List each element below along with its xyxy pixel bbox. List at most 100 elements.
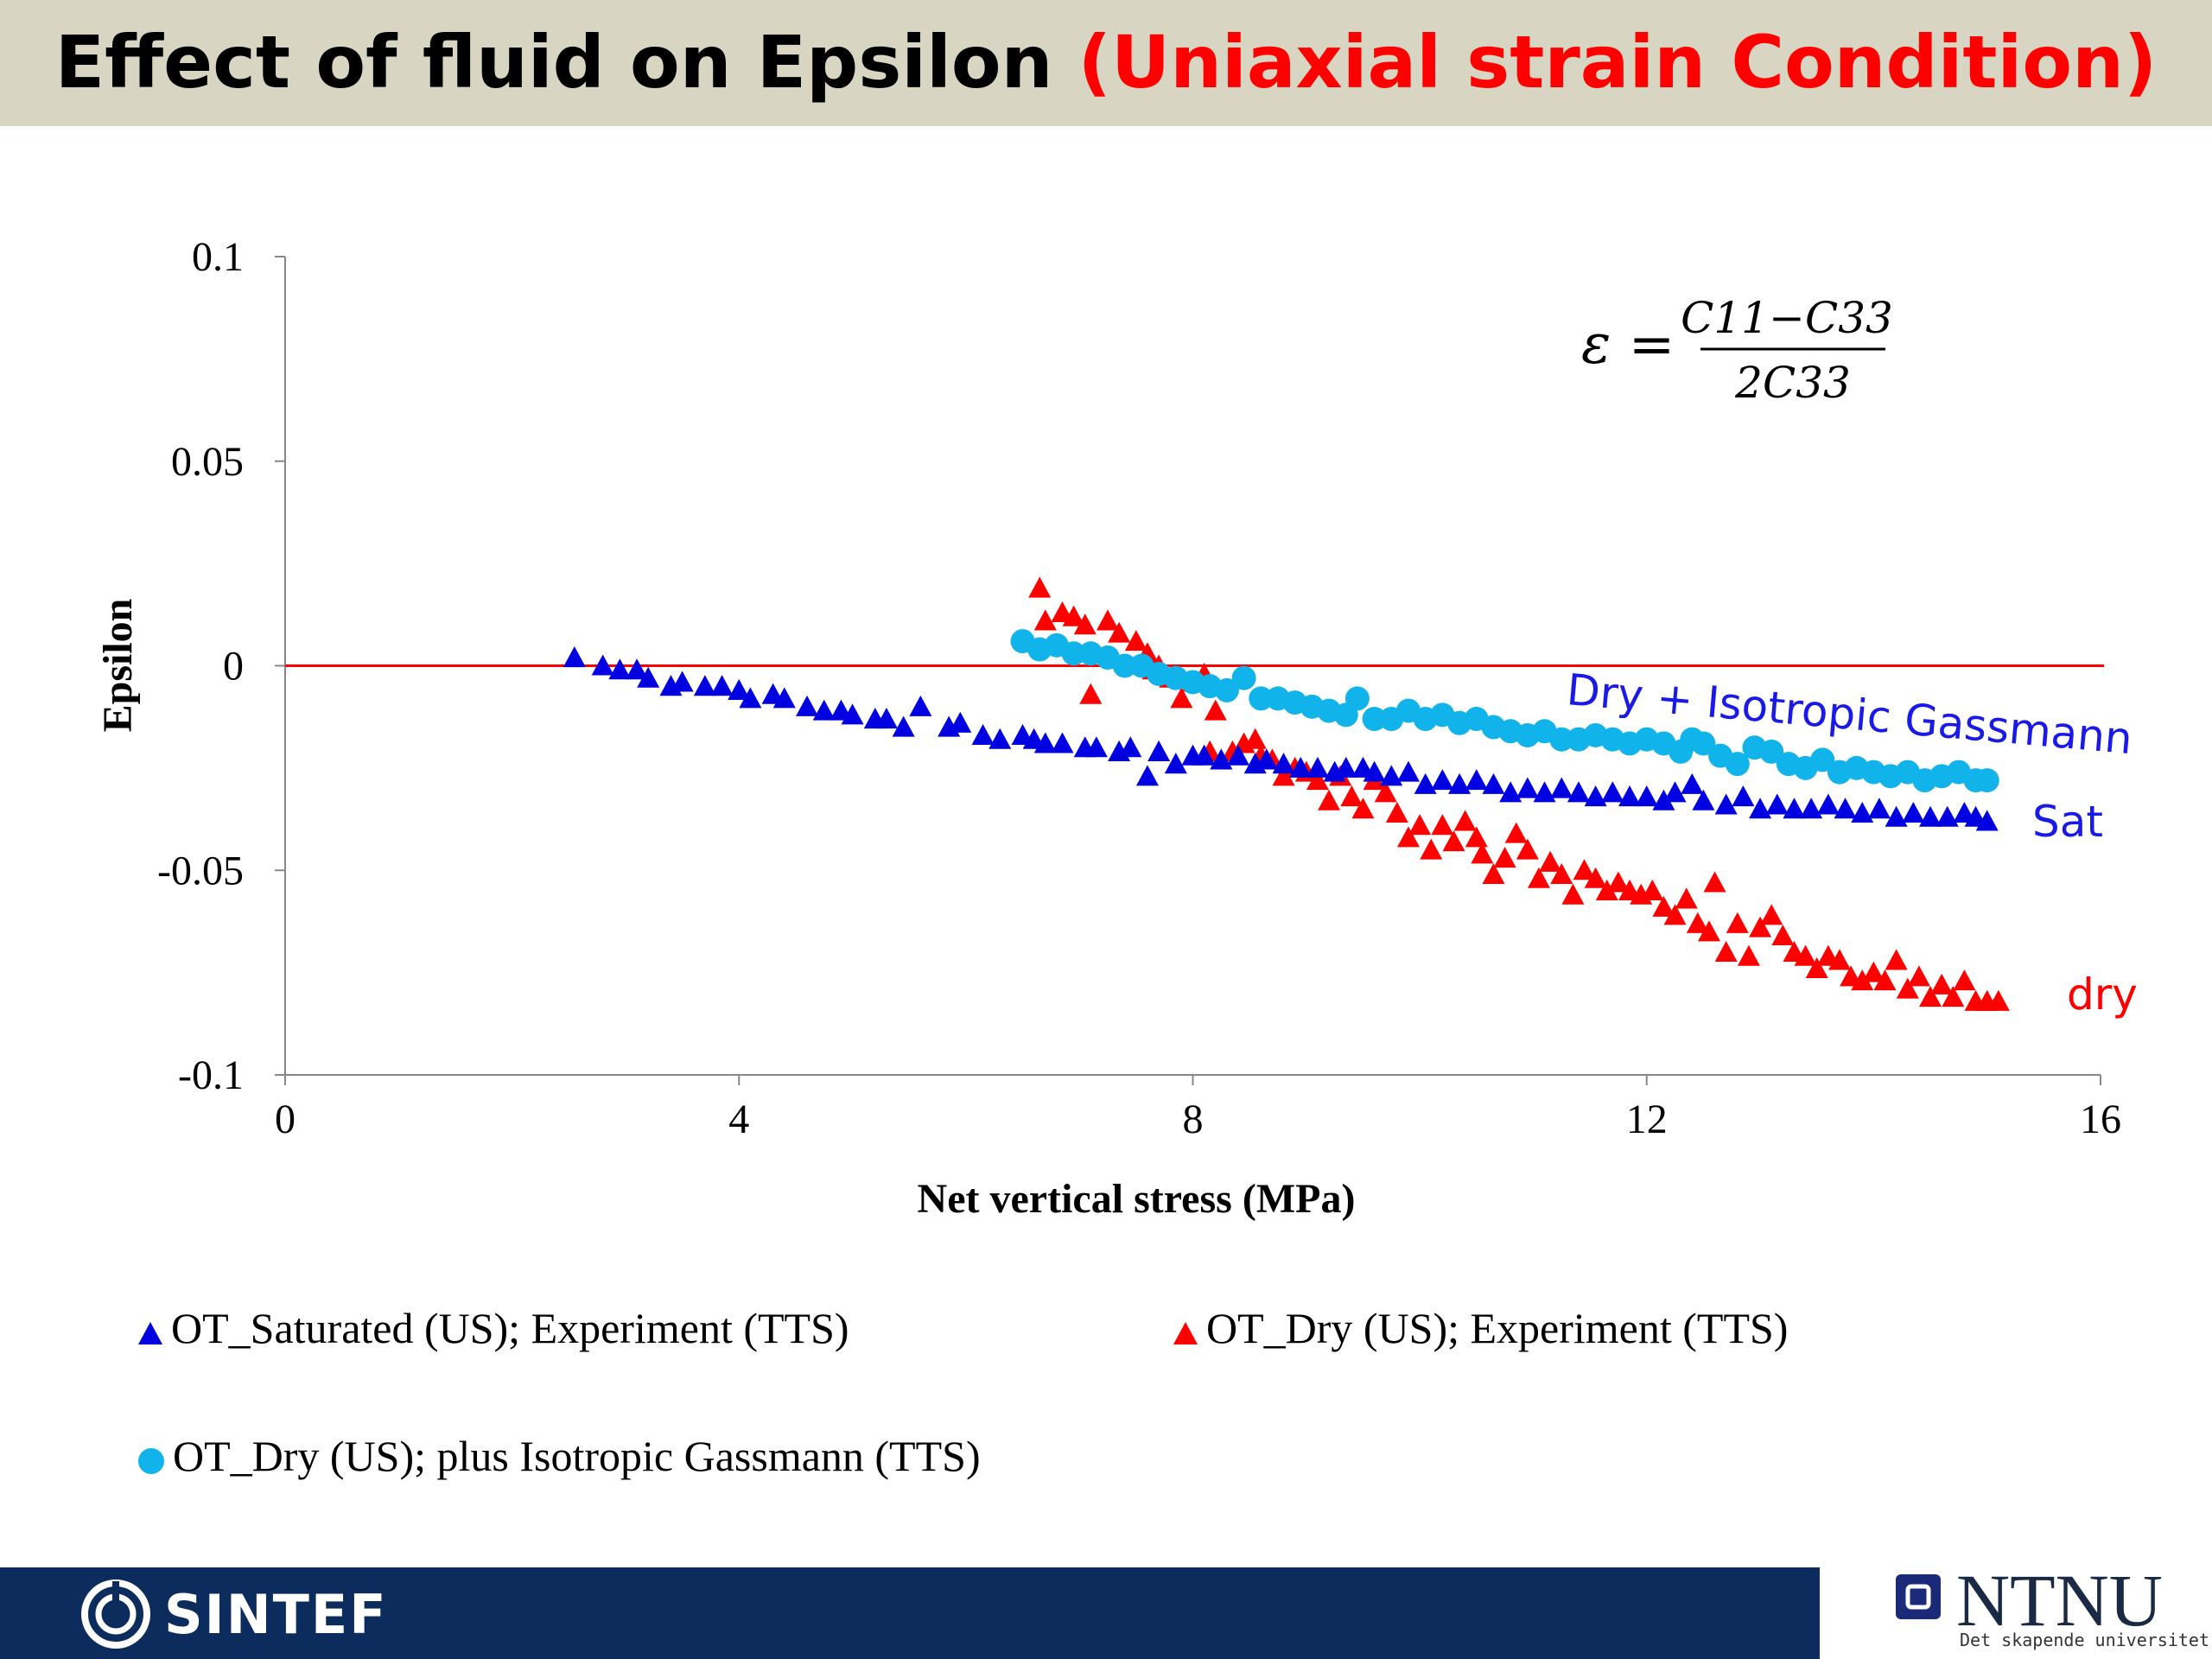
data-point-dry bbox=[1851, 969, 1874, 991]
data-point-dry bbox=[1528, 867, 1551, 888]
data-point-dry bbox=[1896, 977, 1919, 999]
data-point-gassmann bbox=[1725, 752, 1750, 777]
data-point-gassmann bbox=[1061, 641, 1086, 666]
y-axis-ticks: 0.1 0.05 0 -0.05 -0.1 bbox=[157, 234, 285, 1098]
ntnu-tagline: Det skapende universitet bbox=[1960, 1630, 2209, 1650]
data-point-saturated bbox=[1681, 772, 1704, 794]
series-2 bbox=[1010, 629, 1999, 793]
data-point-dry bbox=[1204, 699, 1227, 721]
data-point-saturated bbox=[1227, 744, 1250, 766]
data-point-dry bbox=[1431, 814, 1454, 836]
data-point-saturated bbox=[1732, 785, 1755, 807]
data-point-saturated bbox=[1749, 798, 1772, 819]
data-point-dry bbox=[1873, 969, 1897, 991]
formula-lhs: ε = bbox=[1581, 313, 1675, 377]
data-point-dry bbox=[1885, 949, 1908, 970]
data-point-saturated bbox=[637, 666, 660, 688]
data-point-saturated bbox=[1635, 785, 1658, 807]
data-point-dry bbox=[1243, 728, 1267, 749]
data-point-saturated bbox=[1147, 740, 1171, 761]
data-point-dry bbox=[1652, 895, 1675, 917]
data-point-dry bbox=[1079, 683, 1103, 704]
data-point-dry bbox=[1862, 961, 1885, 982]
data-point-dry bbox=[1306, 769, 1329, 791]
data-point-saturated bbox=[1834, 798, 1857, 819]
data-point-dry bbox=[1033, 609, 1057, 631]
data-point-saturated bbox=[1164, 753, 1187, 774]
data-point-dry bbox=[1504, 822, 1528, 843]
data-point-dry bbox=[1170, 687, 1193, 709]
sintef-logo-text: SINTEF bbox=[164, 1583, 388, 1646]
data-point-dry bbox=[1805, 957, 1828, 978]
data-point-saturated bbox=[1567, 781, 1590, 803]
data-point-saturated bbox=[1601, 781, 1624, 803]
data-point-saturated bbox=[671, 671, 694, 692]
legend-label-gassmann: OT_Dry (US); plus Isotropic Gassmann (TT… bbox=[173, 1432, 981, 1480]
data-point-dry bbox=[1919, 986, 1942, 1007]
data-point-saturated bbox=[626, 658, 649, 680]
data-point-saturated bbox=[909, 695, 932, 716]
data-point-dry bbox=[1827, 949, 1851, 970]
data-point-saturated bbox=[1119, 736, 1142, 758]
data-point-saturated bbox=[841, 703, 864, 725]
data-point-dry bbox=[1442, 830, 1465, 852]
x-tick-label: 16 bbox=[2080, 1096, 2121, 1142]
data-point-saturated bbox=[1975, 810, 1999, 831]
data-point-gassmann bbox=[1759, 739, 1784, 764]
data-point-gassmann bbox=[1549, 727, 1574, 752]
data-point-saturated bbox=[1363, 760, 1386, 782]
formula-denominator: 2C33 bbox=[1734, 358, 1851, 408]
data-point-dry bbox=[1760, 904, 1783, 925]
data-point-saturated bbox=[988, 728, 1012, 749]
data-point-saturated bbox=[1084, 736, 1108, 758]
legend-label-saturated: OT_Saturated (US); Experiment (TTS) bbox=[171, 1304, 849, 1352]
data-point-saturated bbox=[1255, 748, 1278, 770]
y-axis-title: Epsilon bbox=[95, 599, 141, 733]
data-point-dry bbox=[1351, 798, 1375, 819]
data-point-dry bbox=[1073, 613, 1096, 635]
data-point-dry bbox=[1124, 630, 1147, 652]
data-point-dry bbox=[1561, 883, 1585, 905]
data-point-saturated bbox=[772, 687, 796, 709]
data-point-saturated bbox=[812, 699, 836, 721]
data-point-saturated bbox=[1431, 769, 1454, 791]
data-point-dry bbox=[1930, 973, 1954, 995]
data-point-dry bbox=[1408, 814, 1432, 836]
data-point-saturated bbox=[1210, 748, 1233, 770]
data-point-dry bbox=[1108, 621, 1131, 643]
data-point-dry bbox=[1550, 862, 1573, 885]
data-point-dry bbox=[1062, 605, 1085, 626]
x-tick-label: 8 bbox=[1183, 1096, 1204, 1142]
dry-annotation: dry bbox=[2067, 969, 2138, 1020]
data-point-gassmann bbox=[1231, 665, 1256, 690]
data-point-saturated bbox=[1652, 789, 1675, 810]
data-point-dry bbox=[1595, 879, 1618, 900]
data-point-saturated bbox=[1306, 756, 1329, 778]
data-point-saturated bbox=[796, 695, 819, 716]
data-point-saturated bbox=[608, 658, 632, 680]
data-point-gassmann bbox=[1249, 686, 1274, 711]
y-tick-label: 0.1 bbox=[192, 234, 244, 280]
red-triangle-icon bbox=[1173, 1321, 1198, 1344]
legend-label-dry: OT_Dry (US); Experiment (TTS) bbox=[1206, 1304, 1789, 1352]
data-point-saturated bbox=[1550, 777, 1573, 798]
data-point-dry bbox=[1318, 789, 1341, 810]
formula-numerator: C11−C33 bbox=[1681, 293, 1893, 343]
series-layer bbox=[563, 576, 2010, 1011]
ntnu-logo-icon bbox=[1896, 1574, 1941, 1619]
data-point-dry bbox=[1953, 969, 1976, 991]
data-point-dry bbox=[1907, 965, 1930, 987]
data-point-saturated bbox=[1192, 744, 1216, 766]
cyan-circle-icon bbox=[138, 1447, 164, 1474]
data-point-dry bbox=[1942, 986, 1965, 1007]
x-tick-label: 0 bbox=[275, 1096, 296, 1142]
data-point-dry bbox=[1482, 862, 1505, 885]
data-point-dry bbox=[1675, 887, 1698, 909]
x-tick-label: 12 bbox=[1626, 1096, 1668, 1142]
data-point-dry bbox=[1703, 871, 1726, 893]
data-point-dry bbox=[1539, 850, 1562, 872]
data-point-saturated bbox=[971, 723, 995, 746]
x-axis-title: Net vertical stress (MPa) bbox=[918, 1176, 1356, 1222]
data-point-saturated bbox=[1033, 732, 1057, 753]
data-point-saturated bbox=[1448, 772, 1471, 794]
